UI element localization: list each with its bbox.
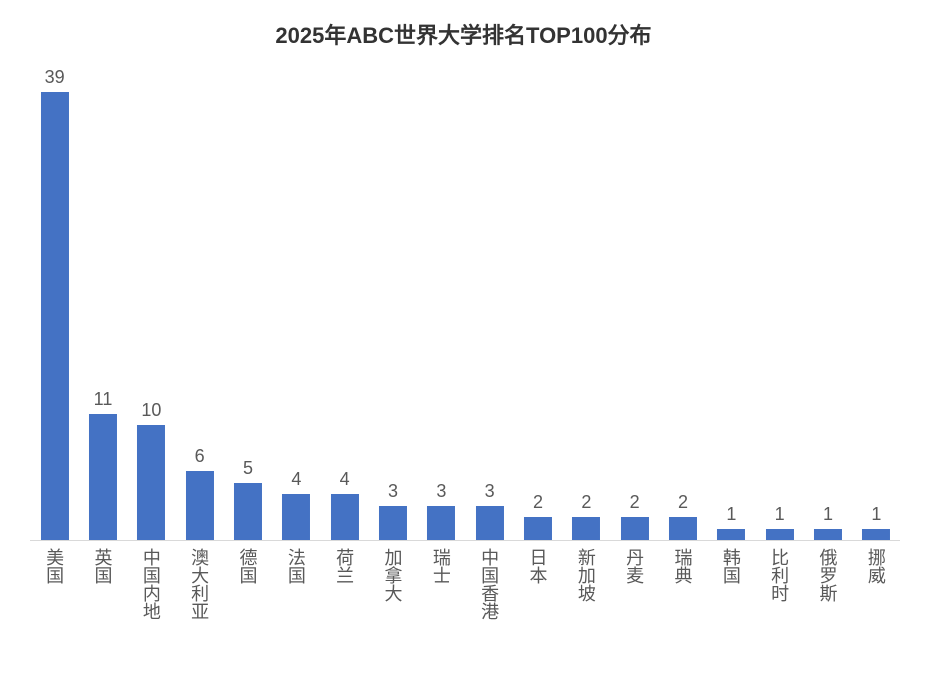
category-label: 德国 <box>239 548 257 584</box>
bar <box>282 494 310 540</box>
category-label: 澳大利亚 <box>190 548 208 620</box>
category-label: 中国内地 <box>142 548 160 620</box>
bar-value-label: 2 <box>678 492 688 513</box>
bar <box>669 517 697 540</box>
bar-value-label: 4 <box>340 469 350 490</box>
category-label: 日本 <box>529 548 547 584</box>
category-label: 挪威 <box>867 548 885 584</box>
category-label: 丹麦 <box>625 548 643 584</box>
bar-group: 3 <box>393 80 394 540</box>
bar <box>814 529 842 541</box>
bar-group: 1 <box>828 80 829 540</box>
bar-group: 3 <box>489 80 490 540</box>
bar-value-label: 11 <box>94 389 113 410</box>
bar <box>766 529 794 541</box>
bar-group: 1 <box>731 80 732 540</box>
category-label: 中国香港 <box>480 548 498 620</box>
bar-value-label: 3 <box>485 481 495 502</box>
bar-value-label: 3 <box>436 481 446 502</box>
bar <box>379 506 407 541</box>
bar-group: 4 <box>344 80 345 540</box>
bar <box>476 506 504 541</box>
bar <box>427 506 455 541</box>
category-label: 美国 <box>45 548 63 584</box>
bar-group: 5 <box>248 80 249 540</box>
bar <box>89 414 117 541</box>
bar-group: 4 <box>296 80 297 540</box>
bar-value-label: 5 <box>243 458 253 479</box>
category-label: 法国 <box>287 548 305 584</box>
bar-group: 3 <box>441 80 442 540</box>
category-label: 荷兰 <box>335 548 353 584</box>
bar <box>137 425 165 540</box>
bar-group: 39 <box>54 80 55 540</box>
bar-value-label: 39 <box>45 67 65 88</box>
bar <box>862 529 890 541</box>
bar-value-label: 1 <box>823 504 833 525</box>
category-label: 新加坡 <box>577 548 595 602</box>
bar <box>621 517 649 540</box>
bar-group: 1 <box>876 80 877 540</box>
bar-group: 2 <box>586 80 587 540</box>
bar-group: 2 <box>634 80 635 540</box>
bar-group: 1 <box>779 80 780 540</box>
bar-group: 11 <box>103 80 104 540</box>
bar <box>41 92 69 541</box>
bar <box>331 494 359 540</box>
bar-group: 6 <box>199 80 200 540</box>
bar <box>572 517 600 540</box>
bar-group: 2 <box>683 80 684 540</box>
bar-value-label: 10 <box>141 400 161 421</box>
bar-value-label: 6 <box>195 446 205 467</box>
bar-value-label: 1 <box>726 504 736 525</box>
labels-area: 美国英国 中国内地 澳大利亚 德国法国荷兰 加拿大 瑞士 中国香港 日本 新加坡 丹麦瑞典韩国比利… <box>30 548 900 678</box>
bar-value-label: 2 <box>630 492 640 513</box>
bar-value-label: 4 <box>291 469 301 490</box>
plot-area: 391110654433322221111 <box>30 80 900 541</box>
bar <box>717 529 745 541</box>
category-label: 瑞士 <box>432 548 450 584</box>
category-label: 瑞典 <box>674 548 692 584</box>
bar-value-label: 1 <box>775 504 785 525</box>
bar-value-label: 1 <box>871 504 881 525</box>
bar-group: 2 <box>538 80 539 540</box>
category-label: 比利时 <box>770 548 788 602</box>
bar-value-label: 2 <box>581 492 591 513</box>
chart-container: 2025年ABC世界大学排名TOP100分布 39111065443332222… <box>0 0 927 684</box>
chart-title: 2025年ABC世界大学排名TOP100分布 <box>0 18 927 50</box>
category-label: 英国 <box>94 548 112 584</box>
bar-group: 10 <box>151 80 152 540</box>
bar <box>186 471 214 540</box>
category-label: 俄罗斯 <box>819 548 837 602</box>
bar-value-label: 2 <box>533 492 543 513</box>
category-label: 韩国 <box>722 548 740 584</box>
category-label: 加拿大 <box>384 548 402 602</box>
bar <box>524 517 552 540</box>
bar <box>234 483 262 541</box>
bar-value-label: 3 <box>388 481 398 502</box>
